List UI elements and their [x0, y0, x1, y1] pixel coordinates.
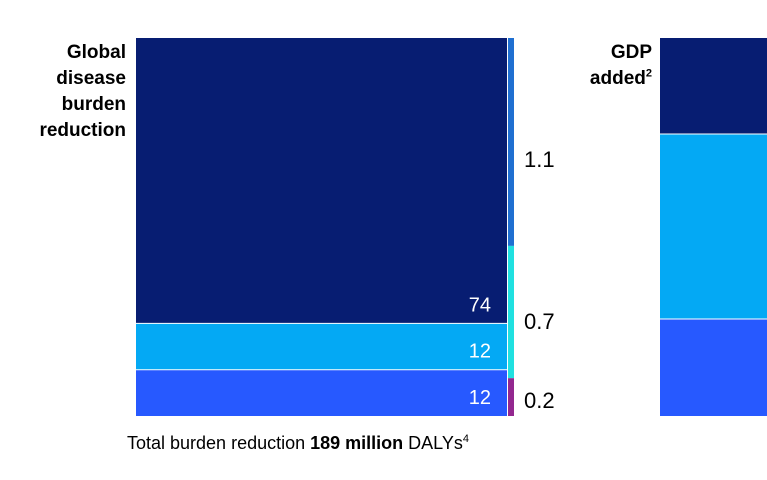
gdp-bar-segment-3: [660, 319, 767, 416]
panel-2-title-line-1: GDP: [610, 42, 652, 63]
total-burden-footnote: Total burden reduction 189 million DALYs…: [127, 433, 469, 454]
panel-1-title-line-1: Global: [66, 42, 126, 63]
side-bar-label-2: 0.7: [524, 309, 555, 334]
footnote-suffix: DALYs: [403, 433, 463, 453]
side-bar-segment-2: [508, 245, 514, 379]
panel-1-title-line-2: disease: [56, 68, 126, 89]
panel-2-title-footnote-marker: 2: [645, 67, 652, 80]
main-bar-segment-2: [136, 323, 507, 370]
main-bar-label-2: 12: [469, 341, 491, 363]
main-bar-segment-1: [136, 38, 507, 324]
side-bar-label-1: 1.1: [524, 147, 555, 172]
footnote-bold-value: 189 million: [310, 433, 404, 453]
side-bar-label-3: 0.2: [524, 388, 555, 413]
main-bar-segment-3: [136, 369, 507, 416]
panel-1-title-line-3: burden: [61, 94, 126, 115]
panel-2-title-line-2-text: added: [589, 68, 646, 89]
side-bar-segment-3: [508, 378, 514, 416]
panel-2-title-line-2: added2: [540, 66, 652, 92]
main-bar-label-1: 74: [469, 294, 491, 316]
footnote-prefix: Total burden reduction: [127, 433, 311, 453]
gdp-bar-segment-1: [660, 38, 767, 134]
side-bar-segment-1: [508, 38, 514, 246]
panel-1-title-line-4: reduction: [39, 120, 126, 141]
footnote-marker: 4: [462, 433, 469, 445]
main-bar-label-3: 12: [469, 387, 491, 409]
gdp-bar-segment-2: [660, 134, 767, 319]
panel-1-title: Global disease burden reduction: [0, 40, 126, 144]
panel-2-title: GDP added2: [540, 40, 652, 92]
